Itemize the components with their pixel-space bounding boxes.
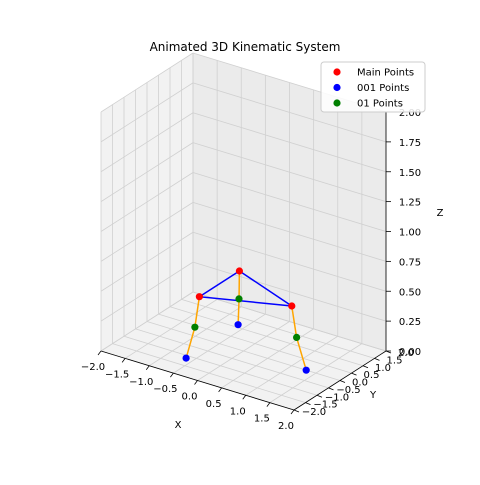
- triangle-link: [197, 270, 293, 307]
- point-001-points: [234, 321, 242, 329]
- legend-marker: [333, 83, 341, 92]
- z-tick-label: 1.75: [399, 138, 421, 149]
- grid-line-z-left: [100, 261, 194, 322]
- legend-label: 01 Points: [357, 99, 403, 110]
- grid-line-z-back: [192, 201, 387, 262]
- grid-line-z-back: [192, 142, 387, 203]
- chart-title: Animated 3D Kinematic System: [150, 40, 341, 54]
- grid-line-z-left: [100, 202, 194, 262]
- x-tick-mark: [145, 365, 150, 370]
- x-tick-mark: [97, 350, 102, 356]
- y-tick-label: 1.0: [375, 363, 391, 374]
- grid-line-z-left: [100, 112, 194, 173]
- legend: Main Points 001 Points 01 Points: [320, 61, 426, 113]
- y-tick-mark: [339, 380, 346, 383]
- y-tick-label: 0.5: [364, 370, 380, 381]
- x-tick-mark: [170, 372, 174, 378]
- x-tick-label: −1.0: [129, 377, 153, 388]
- x-tick-label: 1.0: [230, 406, 246, 417]
- grid-line-z-left: [100, 172, 194, 232]
- y-tick-label: −1.5: [313, 400, 337, 411]
- y-tick-mark: [328, 387, 334, 391]
- grid-line-z-back: [192, 231, 387, 292]
- legend-label: Main Points: [357, 68, 414, 79]
- z-tick-label: 0.50: [399, 287, 421, 298]
- x-tick-mark: [218, 387, 222, 393]
- legend-marker: [333, 99, 341, 107]
- y-tick-label: −0.5: [336, 385, 360, 396]
- grid-line-z-left: [100, 291, 194, 352]
- z-tick-labels: 0.00 0.25 0.50 0.75 1.00 1.25 1.50 1.75 2.00: [386, 108, 421, 358]
- grid-line-y-floor: [123, 335, 318, 396]
- x-tick-mark: [266, 402, 271, 407]
- grid-line-z-back: [192, 112, 387, 173]
- x-tick-label: −0.5: [153, 384, 177, 395]
- y-tick-mark: [305, 402, 311, 405]
- point-main-points: [288, 302, 296, 310]
- legend-label: 001 Points: [357, 83, 409, 94]
- grid-line-y-floor: [169, 306, 364, 367]
- z-tick-label: 1.00: [399, 228, 421, 239]
- point-001-points: [182, 354, 190, 362]
- x-tick-mark: [242, 395, 247, 400]
- point-01-points: [235, 295, 243, 303]
- y-axis-label: Y: [369, 390, 377, 401]
- point-main-points: [235, 267, 243, 275]
- grid-line-z-back: [192, 172, 387, 232]
- x-axis-label: X: [175, 420, 182, 431]
- x-tick-label: 2.0: [278, 421, 294, 432]
- z-tick-label: 0.25: [399, 317, 421, 328]
- x-tick-label: 0.5: [206, 399, 222, 410]
- data-points: [182, 267, 310, 374]
- z-tick-label: 2.00: [399, 108, 421, 119]
- y-tick-label: 0.0: [352, 378, 368, 389]
- y-tick-mark: [293, 409, 300, 413]
- grid-line-z-back: [192, 291, 387, 352]
- x-tick-label: 1.5: [254, 414, 270, 425]
- point-001-points: [302, 366, 310, 374]
- grid-line-z-left: [100, 231, 194, 292]
- z-tick-label: 1.25: [399, 198, 421, 209]
- y-tick-mark: [316, 394, 323, 398]
- x-tick-mark: [194, 380, 198, 385]
- grid-line-y-floor: [112, 343, 306, 404]
- grid-line-z-back: [192, 261, 387, 322]
- grid-line-y-floor: [181, 298, 375, 359]
- grid-line-z-back: [192, 82, 387, 143]
- y-tick-label: −2.0: [302, 407, 326, 418]
- z-tick-label: 0.75: [399, 257, 421, 268]
- x-tick-label: −1.5: [105, 369, 129, 380]
- z-tick-label: 1.50: [399, 168, 421, 179]
- grid-line-z-left: [100, 52, 194, 113]
- y-tick-label: 2.0: [398, 348, 414, 359]
- y-tick-label: 1.5: [387, 355, 403, 366]
- y-tick-mark: [362, 365, 369, 369]
- y-tick-mark: [374, 358, 380, 361]
- y-tick-labels: −2.0−1.5−1.0−0.50.00.51.01.52.0: [293, 348, 414, 418]
- grid-line-y-floor: [135, 328, 329, 389]
- x-tick-mark: [121, 358, 126, 363]
- x-tick-label: −2.0: [81, 362, 105, 373]
- y-tick-mark: [351, 372, 357, 376]
- y-tick-label: −1.0: [325, 392, 349, 403]
- grid-line-z-left: [100, 82, 194, 143]
- grid-line-z-left: [100, 142, 194, 202]
- z-tick-label: 0.00: [399, 347, 421, 358]
- point-01-points: [191, 323, 199, 331]
- x-tick-label: 0.0: [182, 392, 198, 403]
- z-axis-label: Z: [437, 208, 444, 219]
- point-main-points: [195, 293, 203, 301]
- x-tick-labels: −2.0−1.5−1.0−0.5 0.0 0.5 1.0 1.5 2.0: [81, 350, 295, 432]
- x-tick-mark: [290, 409, 295, 415]
- legend-marker: [333, 68, 341, 76]
- point-01-points: [293, 333, 301, 341]
- grid-line-y-floor: [158, 313, 352, 374]
- legend-box: [320, 61, 426, 113]
